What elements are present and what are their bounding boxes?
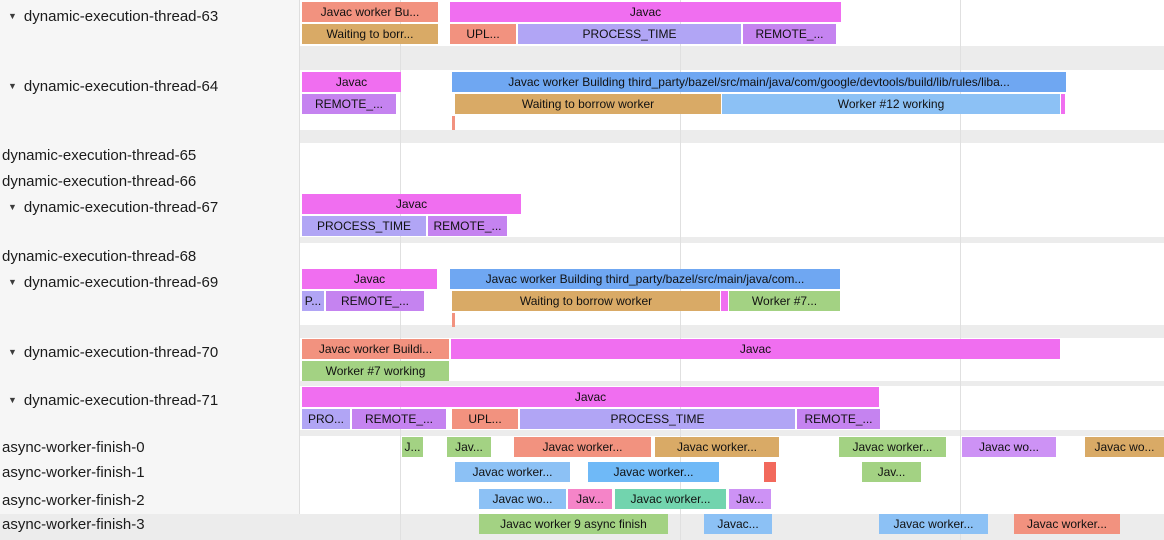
track-label: async-worker-finish-0 bbox=[2, 437, 145, 457]
trace-slice[interactable]: REMOTE_... bbox=[743, 24, 836, 44]
trace-slice[interactable]: Javac worker 9 async finish bbox=[479, 514, 668, 534]
label-column bbox=[0, 0, 300, 540]
collapse-arrow-icon[interactable]: ▼ bbox=[8, 347, 17, 357]
track-band bbox=[300, 430, 1164, 436]
track-name: dynamic-execution-thread-70 bbox=[23, 343, 219, 361]
collapse-arrow-icon[interactable]: ▼ bbox=[8, 11, 17, 21]
trace-slice[interactable]: Jav... bbox=[447, 437, 491, 457]
trace-slice[interactable] bbox=[764, 462, 776, 482]
trace-slice[interactable] bbox=[721, 291, 728, 311]
trace-slice[interactable]: Javac worker... bbox=[655, 437, 779, 457]
trace-slice[interactable]: Javac wo... bbox=[962, 437, 1056, 457]
trace-slice[interactable]: Worker #7... bbox=[729, 291, 840, 311]
trace-slice[interactable]: Javac worker... bbox=[1014, 514, 1120, 534]
trace-slice[interactable]: REMOTE_... bbox=[326, 291, 424, 311]
trace-slice[interactable]: J... bbox=[402, 437, 423, 457]
trace-slice[interactable]: Javac bbox=[302, 194, 521, 214]
track-label[interactable]: ▼ dynamic-execution-thread-69 bbox=[8, 272, 218, 292]
trace-slice[interactable]: Waiting to borrow worker bbox=[452, 291, 720, 311]
trace-slice[interactable]: Javac... bbox=[704, 514, 772, 534]
track-band bbox=[300, 381, 1164, 386]
track-name: async-worker-finish-0 bbox=[2, 438, 145, 456]
trace-slice[interactable]: Waiting to borr... bbox=[302, 24, 438, 44]
trace-slice[interactable]: Javac worker... bbox=[615, 489, 726, 509]
trace-slice[interactable]: P... bbox=[302, 291, 324, 311]
trace-slice[interactable]: Jav... bbox=[729, 489, 771, 509]
trace-slice[interactable]: Javac worker Bu... bbox=[302, 2, 438, 22]
track-label: dynamic-execution-thread-65 bbox=[2, 145, 196, 165]
track-band bbox=[300, 130, 1164, 143]
collapse-arrow-icon[interactable]: ▼ bbox=[8, 395, 17, 405]
trace-slice[interactable]: Javac worker Buildi... bbox=[302, 339, 449, 359]
track-label: async-worker-finish-1 bbox=[2, 462, 145, 482]
trace-slice[interactable]: Javac worker Building third_party/bazel/… bbox=[450, 269, 840, 289]
trace-slice[interactable]: Javac worker... bbox=[839, 437, 946, 457]
track-name: dynamic-execution-thread-65 bbox=[2, 146, 197, 164]
track-name: dynamic-execution-thread-69 bbox=[23, 273, 219, 291]
track-label[interactable]: ▼ dynamic-execution-thread-67 bbox=[8, 197, 218, 217]
track-label[interactable]: ▼ dynamic-execution-thread-63 bbox=[8, 6, 218, 26]
trace-slice[interactable]: REMOTE_... bbox=[797, 409, 880, 429]
trace-slice[interactable]: Jav... bbox=[862, 462, 921, 482]
collapse-arrow-icon[interactable]: ▼ bbox=[8, 202, 17, 212]
track-name: dynamic-execution-thread-63 bbox=[23, 7, 219, 25]
track-name: async-worker-finish-1 bbox=[2, 463, 145, 481]
trace-slice[interactable] bbox=[1061, 94, 1065, 114]
trace-slice[interactable]: UPL... bbox=[452, 409, 518, 429]
trace-slice[interactable]: PROCESS_TIME bbox=[518, 24, 741, 44]
track-name: async-worker-finish-2 bbox=[2, 491, 145, 509]
track-band bbox=[300, 325, 1164, 338]
trace-slice[interactable]: Worker #12 working bbox=[722, 94, 1060, 114]
collapse-arrow-icon[interactable]: ▼ bbox=[8, 277, 17, 287]
trace-slice[interactable]: REMOTE_... bbox=[428, 216, 507, 236]
track-label: dynamic-execution-thread-66 bbox=[2, 171, 196, 191]
trace-slice[interactable]: Javac bbox=[302, 72, 401, 92]
track-name: dynamic-execution-thread-66 bbox=[2, 172, 197, 190]
track-name: dynamic-execution-thread-68 bbox=[2, 247, 197, 265]
track-label: async-worker-finish-2 bbox=[2, 490, 145, 510]
trace-tick[interactable] bbox=[452, 313, 455, 327]
trace-slice[interactable]: REMOTE_... bbox=[302, 94, 396, 114]
trace-slice[interactable]: PROCESS_TIME bbox=[520, 409, 795, 429]
trace-slice[interactable]: Javac worker... bbox=[455, 462, 570, 482]
time-gridline bbox=[960, 0, 961, 540]
trace-slice[interactable]: Javac worker... bbox=[879, 514, 988, 534]
trace-slice[interactable]: Javac worker Building third_party/bazel/… bbox=[452, 72, 1066, 92]
collapse-arrow-icon[interactable]: ▼ bbox=[8, 81, 17, 91]
track-label[interactable]: ▼ dynamic-execution-thread-71 bbox=[8, 390, 218, 410]
trace-slice[interactable]: Javac bbox=[450, 2, 841, 22]
track-band bbox=[300, 46, 1164, 70]
trace-slice[interactable]: Javac bbox=[302, 269, 437, 289]
track-name: dynamic-execution-thread-71 bbox=[23, 391, 219, 409]
trace-tick[interactable] bbox=[452, 116, 455, 130]
track-label[interactable]: ▼ dynamic-execution-thread-70 bbox=[8, 342, 218, 362]
trace-slice[interactable]: Javac bbox=[302, 387, 879, 407]
trace-slice[interactable]: Waiting to borrow worker bbox=[455, 94, 721, 114]
trace-slice[interactable]: PROCESS_TIME bbox=[302, 216, 426, 236]
track-name: dynamic-execution-thread-67 bbox=[23, 198, 219, 216]
trace-slice[interactable]: Javac wo... bbox=[479, 489, 566, 509]
track-name: async-worker-finish-3 bbox=[2, 515, 145, 533]
trace-slice[interactable]: REMOTE_... bbox=[352, 409, 446, 429]
trace-slice[interactable]: Jav... bbox=[568, 489, 612, 509]
trace-slice[interactable]: PRO... bbox=[302, 409, 350, 429]
trace-slice[interactable]: Javac worker... bbox=[514, 437, 651, 457]
trace-slice[interactable]: Worker #7 working bbox=[302, 361, 449, 381]
track-label: async-worker-finish-3 bbox=[2, 514, 145, 534]
track-name: dynamic-execution-thread-64 bbox=[23, 77, 219, 95]
trace-slice[interactable]: Javac worker... bbox=[588, 462, 719, 482]
track-band bbox=[300, 237, 1164, 243]
trace-slice[interactable]: Javac bbox=[451, 339, 1060, 359]
track-label[interactable]: ▼ dynamic-execution-thread-64 bbox=[8, 76, 218, 96]
track-label: dynamic-execution-thread-68 bbox=[2, 246, 196, 266]
trace-slice[interactable]: UPL... bbox=[450, 24, 516, 44]
trace-slice[interactable]: Javac wo... bbox=[1085, 437, 1164, 457]
